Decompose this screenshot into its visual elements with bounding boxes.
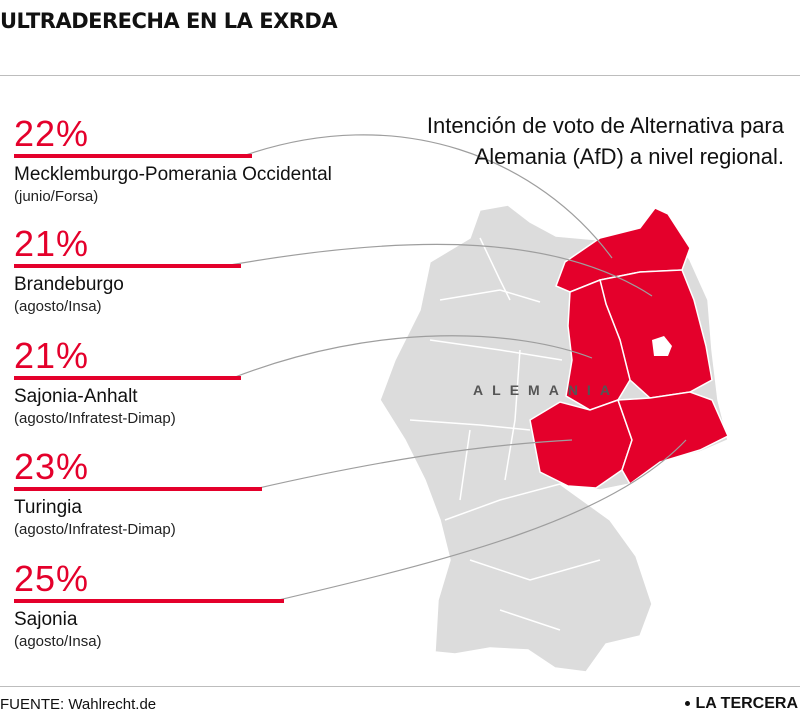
percentage-label: 21% — [14, 335, 90, 376]
bottom-divider — [0, 686, 800, 687]
leader-lines — [229, 134, 687, 603]
bullet-icon — [685, 701, 691, 707]
poll-source: (junio/Forsa) — [14, 188, 99, 205]
poll-source: (agosto/Infratest-Dimap) — [14, 521, 176, 538]
region-sajonia — [616, 391, 729, 486]
brand-logo: LA TERCERA — [685, 695, 798, 713]
percentage-label: 21% — [14, 223, 90, 264]
value-bar — [14, 154, 252, 158]
leader-line-mecklemburgo — [239, 134, 613, 259]
footer-source: FUENTE: Wahlrecht.de — [0, 696, 157, 713]
region-item: 21% Brandeburgo (agosto/Insa) — [14, 226, 241, 317]
leader-line-sajonia — [269, 439, 687, 603]
highlight-regions — [529, 207, 729, 489]
leader-line-turingia — [249, 439, 573, 491]
region-name: Sajonia-Anhalt — [14, 386, 138, 407]
country-label: ALEMANIA — [473, 382, 619, 398]
poll-source: (agosto/Insa) — [14, 633, 102, 650]
state-borders — [409, 237, 601, 631]
value-bar — [14, 487, 263, 491]
value-bar — [14, 376, 241, 380]
chart-subtitle: Intención de voto de Alternativa para Al… — [426, 113, 784, 169]
region-item: 21% Sajonia-Anhalt (agosto/Infratest-Dim… — [14, 338, 241, 429]
percentage-label: 23% — [14, 446, 90, 487]
poll-source: (agosto/Insa) — [14, 298, 102, 315]
region-item: 25% Sajonia (agosto/Insa) — [14, 561, 284, 652]
berlin-enclave — [652, 336, 672, 356]
top-divider — [0, 75, 800, 76]
value-bar — [14, 264, 241, 268]
region-item: 22% Mecklemburgo-Pomerania Occidental (j… — [14, 116, 332, 207]
value-bar — [14, 599, 284, 603]
region-name: Mecklemburgo-Pomerania Occidental — [14, 164, 332, 185]
brand-name: LA TERCERA — [695, 695, 798, 712]
percentage-label: 25% — [14, 558, 90, 599]
poll-source: (agosto/Infratest-Dimap) — [14, 410, 176, 427]
percentage-label: 22% — [14, 113, 90, 154]
leader-line-brandeburgo — [229, 243, 653, 297]
region-name: Brandeburgo — [14, 274, 124, 295]
region-name: Sajonia — [14, 609, 78, 630]
region-item: 23% Turingia (agosto/Infratest-Dimap) — [14, 446, 263, 540]
leader-line-sajonia-anhalt — [229, 335, 593, 380]
region-name: Turingia — [14, 497, 82, 518]
page-title: ULTRADERECHA EN LA EXRDA — [0, 9, 338, 33]
